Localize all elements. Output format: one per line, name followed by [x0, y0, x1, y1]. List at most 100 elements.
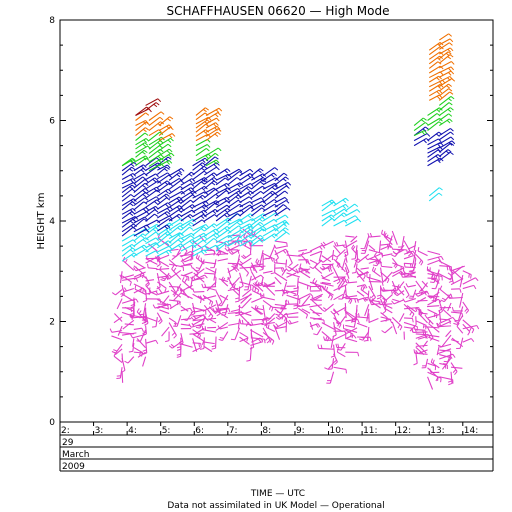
wind-barb: [321, 281, 332, 285]
wind-barb: [155, 290, 170, 295]
wind-barb: [250, 207, 266, 217]
wind-barb: [133, 182, 149, 193]
wind-barb: [381, 326, 393, 334]
wind-barb: [380, 287, 393, 292]
wind-barb: [133, 260, 146, 269]
wind-barb: [145, 102, 160, 111]
wind-barb: [286, 272, 297, 278]
wind-barb: [378, 240, 382, 253]
wind-barb: [202, 304, 217, 312]
wind-barb: [239, 336, 250, 345]
time-axis-table: 2: 3: 4: 5: 6: 7: 8: 9: 10: 11: 12: 13: 14: 29 March…: [59, 422, 494, 472]
wind-barb: [453, 315, 464, 325]
wind-barb: [192, 288, 205, 293]
wind-barb: [274, 207, 291, 217]
wind-barb: [156, 255, 161, 267]
wind-barb: [205, 117, 220, 125]
wind-barb: [121, 298, 139, 304]
wind-barb: [254, 304, 264, 315]
wind-barb: [180, 226, 194, 235]
wind-barb: [145, 250, 159, 257]
wind-barb: [208, 318, 217, 324]
wind-barb: [354, 253, 370, 263]
wind-barb: [427, 291, 440, 299]
wind-barb: [203, 188, 219, 199]
wind-barb: [462, 277, 479, 285]
wind-barb: [239, 200, 254, 208]
wind-barb: [311, 295, 323, 301]
wind-barb: [445, 330, 452, 338]
wind-barb: [200, 257, 217, 265]
wind-barb: [342, 324, 358, 333]
wind-barb: [145, 209, 159, 218]
wind-barb: [412, 249, 417, 265]
wind-barb: [116, 367, 123, 380]
wind-barb: [320, 282, 334, 287]
wind-barb: [334, 241, 346, 247]
wind-barb: [274, 249, 279, 261]
wind-barb: [204, 295, 214, 306]
wind-barb: [285, 263, 299, 272]
wind-barb: [378, 300, 393, 306]
wind-barb: [180, 284, 193, 293]
wind-barb: [157, 202, 172, 210]
wind-barb: [204, 315, 217, 320]
wind-barb: [189, 332, 205, 335]
wind-barb: [111, 289, 123, 296]
wind-barb: [431, 287, 440, 302]
wind-barb: [145, 180, 162, 190]
wind-barb: [157, 234, 170, 247]
wind-barb: [368, 244, 376, 251]
wind-barb: [439, 78, 456, 87]
wind-barb: [219, 294, 229, 301]
wind-barb: [451, 306, 463, 312]
wind-barb: [438, 33, 452, 41]
wind-barb: [342, 295, 358, 299]
y-tick-label: 6: [49, 117, 55, 127]
wind-barb: [350, 235, 358, 243]
wind-barb: [413, 130, 428, 137]
wind-barb: [247, 321, 264, 327]
wind-barb: [211, 336, 217, 350]
wind-barb: [324, 362, 334, 370]
wind-barb: [424, 326, 440, 329]
wind-barb: [298, 293, 314, 301]
wind-barb: [180, 183, 195, 191]
wind-barb: [250, 168, 264, 177]
x-tick-label: 4:: [128, 426, 137, 436]
wind-barb: [250, 221, 264, 230]
wind-barb: [440, 293, 452, 303]
wind-barb: [158, 148, 173, 157]
wind-barb: [205, 159, 220, 167]
wind-barb: [135, 127, 149, 137]
wind-barb: [437, 269, 452, 281]
wind-barb: [192, 342, 202, 348]
wind-barb: [312, 312, 322, 315]
wind-barb: [232, 288, 240, 297]
wind-barb: [119, 331, 134, 335]
wind-barb: [439, 316, 456, 324]
wind-barb: [317, 344, 334, 350]
wind-barb: [124, 356, 135, 364]
wind-barb: [213, 268, 217, 281]
wind-barb: [417, 335, 428, 340]
wind-barb: [237, 257, 252, 266]
wind-barb: [427, 376, 434, 390]
wind-barb: [157, 164, 171, 171]
wind-barb: [133, 351, 144, 354]
wind-barb: [301, 308, 311, 314]
wind-barb: [195, 254, 205, 265]
wind-barb: [180, 323, 190, 326]
wind-barb: [134, 285, 146, 295]
wind-barb: [413, 117, 427, 126]
wind-barb: [274, 176, 289, 186]
wind-barb: [217, 294, 229, 307]
wind-barb: [182, 271, 193, 277]
wind-barb: [179, 253, 193, 257]
wind-barb: [121, 172, 137, 180]
wind-barb: [221, 276, 229, 287]
wind-barb: [438, 102, 453, 111]
x-axis: 2: 3: 4: 5: 6: 7: 8: 9: 10: 11: 12: 13: 14:: [59, 422, 478, 436]
wind-barb: [428, 319, 440, 333]
